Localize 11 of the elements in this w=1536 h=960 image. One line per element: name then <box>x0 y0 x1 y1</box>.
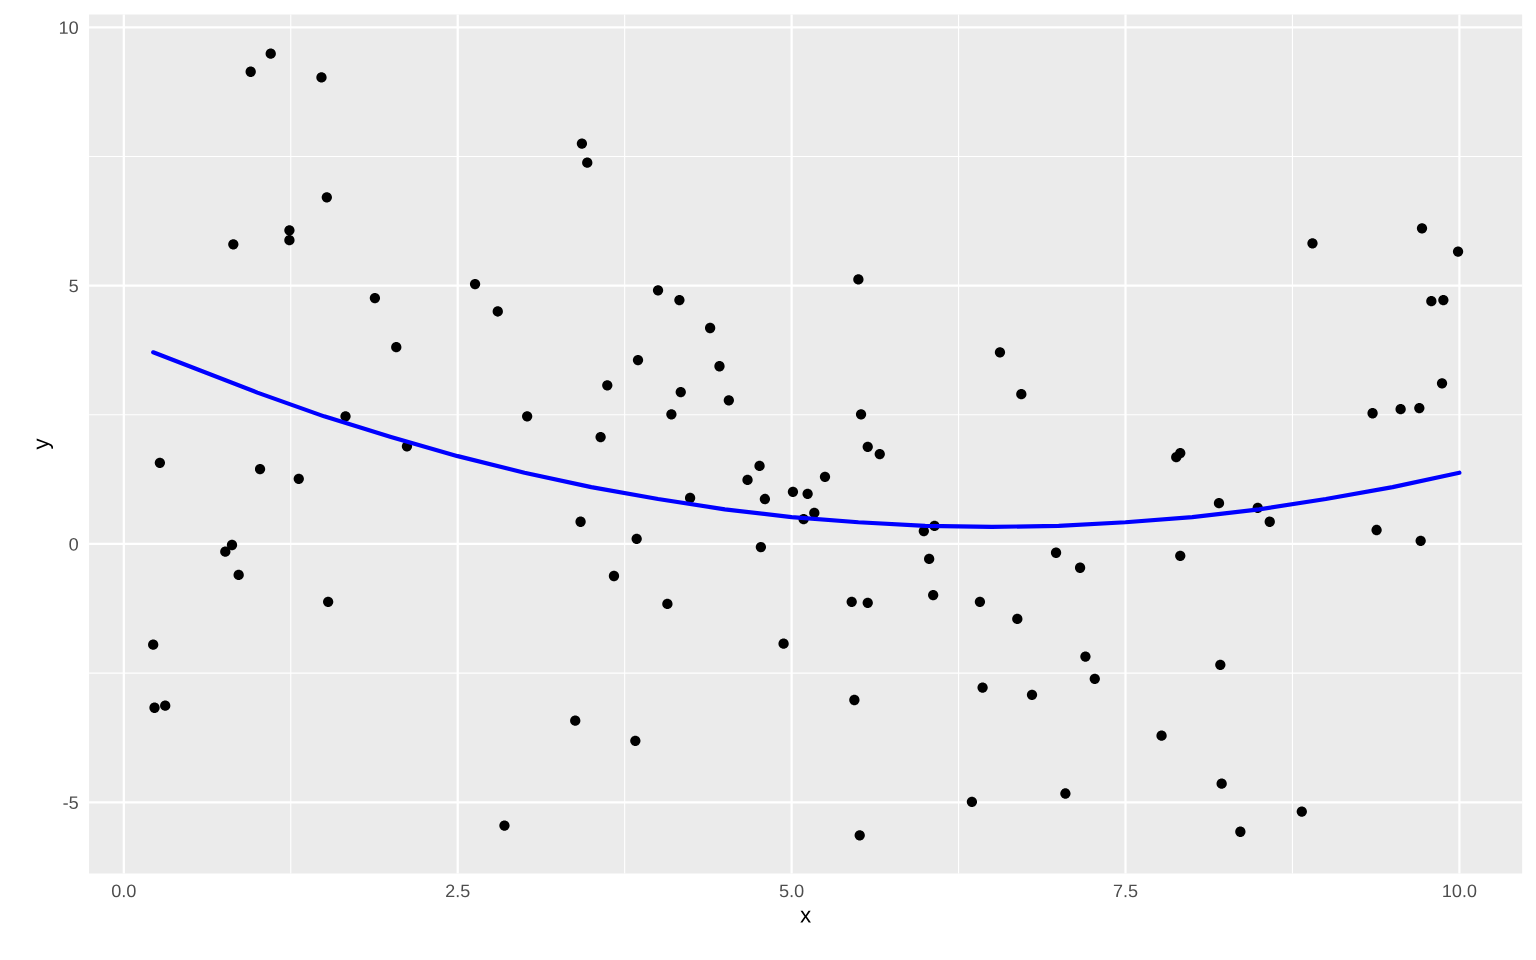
x-tick-label: 5.0 <box>779 884 804 898</box>
y-tick-label: 10 <box>59 21 78 35</box>
y-tick-label: 5 <box>69 279 78 293</box>
y-tick-label: 0 <box>69 537 78 551</box>
x-tick-label: 7.5 <box>1113 884 1138 898</box>
x-tick-label: 0.0 <box>111 884 136 898</box>
x-tick-label: 2.5 <box>446 884 470 898</box>
x-tick-label: 10.0 <box>1443 884 1477 898</box>
y-tick-label: -5 <box>63 796 78 810</box>
x-axis-title: x <box>800 910 811 923</box>
y-axis-title: y <box>36 438 54 450</box>
